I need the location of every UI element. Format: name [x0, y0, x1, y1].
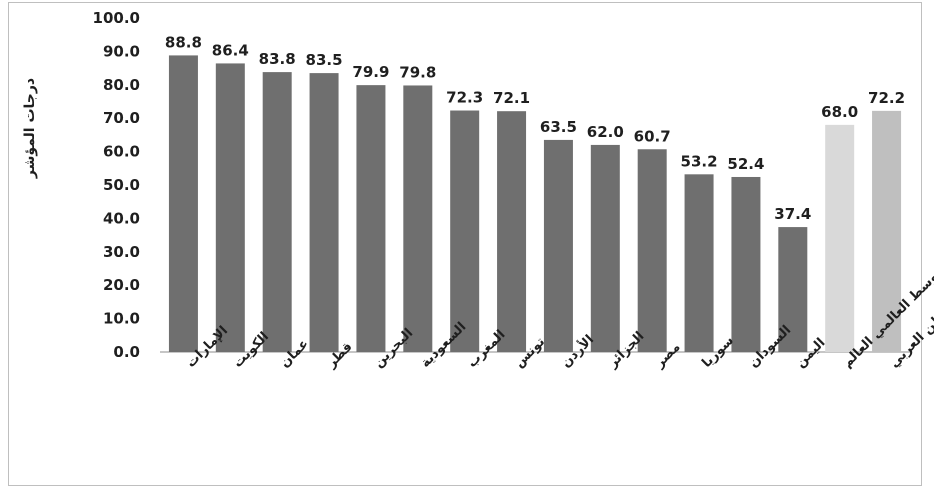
bar	[637, 149, 667, 352]
data-label: 83.8	[259, 50, 296, 68]
y-axis-label: درجات المؤشر	[22, 78, 38, 179]
bar	[731, 176, 761, 352]
y-tick-label: 70.0	[103, 109, 140, 127]
bar	[778, 227, 808, 352]
bar	[825, 124, 855, 352]
data-label: 60.7	[634, 127, 671, 145]
bar	[262, 72, 292, 352]
y-tick-label: 10.0	[103, 310, 140, 328]
data-label: 63.5	[540, 118, 577, 136]
data-label: 62.0	[587, 123, 624, 141]
bar	[497, 111, 527, 352]
data-label: 68.0	[821, 103, 858, 121]
bar	[684, 174, 714, 352]
y-tick-label: 50.0	[103, 176, 140, 194]
y-tick-label: 80.0	[103, 76, 140, 94]
y-tick-label: 20.0	[103, 276, 140, 294]
data-label: 72.1	[493, 89, 530, 107]
y-tick-label: 60.0	[103, 143, 140, 161]
data-label: 79.8	[399, 63, 436, 81]
bar	[168, 55, 198, 353]
bar	[450, 110, 480, 352]
data-labels: 88.8 86.4 83.8 83.5 79.9 79.8 72.3 72.1 63.5 62.0…	[165, 33, 905, 223]
data-label: 72.3	[446, 89, 483, 107]
y-tick-label: 0.0	[113, 343, 140, 361]
bar	[590, 144, 620, 352]
data-label: 53.2	[681, 152, 718, 170]
bar	[872, 110, 902, 353]
bars	[168, 55, 902, 353]
y-tick-label: 40.0	[103, 209, 140, 227]
bar	[215, 63, 245, 352]
data-label: 52.4	[727, 155, 764, 173]
y-tick-label: 30.0	[103, 243, 140, 261]
bar	[356, 85, 386, 352]
data-label: 88.8	[165, 33, 202, 51]
bar	[309, 73, 339, 353]
bar	[543, 139, 573, 352]
y-tick-label: 90.0	[103, 42, 140, 60]
bar	[403, 85, 433, 352]
data-label: 83.5	[306, 51, 343, 69]
y-tick-label: 100.0	[93, 9, 140, 27]
data-label: 79.9	[352, 63, 389, 81]
data-label: 86.4	[212, 41, 249, 59]
data-label: 37.4	[774, 205, 811, 223]
data-label: 72.2	[868, 89, 905, 107]
